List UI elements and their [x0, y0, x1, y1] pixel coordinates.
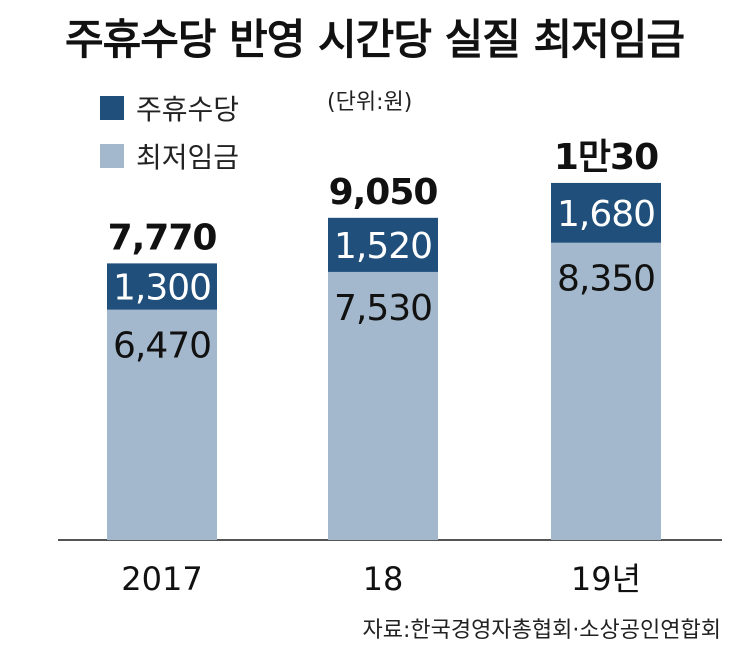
- bar-minimum-wage: [551, 242, 661, 541]
- x-tick-label: 2017: [121, 560, 202, 598]
- unit-note: (단위:원): [327, 90, 413, 115]
- data-label-weekly-allowance: 1,520: [334, 226, 432, 267]
- data-label-minimum-wage: 7,530: [334, 288, 432, 329]
- legend-swatch-minimum-wage: [100, 144, 124, 168]
- bar-weekly-allowance: [328, 217, 438, 272]
- data-label-weekly-allowance: 1,300: [113, 268, 211, 309]
- legend-item-minimum-wage: 최저임금: [100, 132, 239, 180]
- legend-swatch-weekly-allowance: [100, 96, 124, 120]
- legend-label-minimum-wage: 최저임금: [136, 141, 240, 174]
- x-tick-label: 18: [363, 560, 404, 598]
- legend-label-weekly-allowance: 주휴수당: [136, 93, 240, 126]
- bar-weekly-allowance: [107, 263, 217, 310]
- bar-minimum-wage: [328, 271, 438, 540]
- data-label-minimum-wage: 6,470: [113, 326, 211, 367]
- legend-item-weekly-allowance: 주휴수당: [100, 84, 239, 132]
- data-label-total: 1만30: [554, 137, 658, 178]
- x-tick-label: 19년: [571, 560, 641, 598]
- data-label-total: 9,050: [329, 172, 438, 213]
- data-label-weekly-allowance: 1,680: [557, 194, 655, 235]
- bar-weekly-allowance: [551, 182, 661, 243]
- source-note: 자료:한국경영자총협회·소상공인연합회: [362, 618, 722, 643]
- bar-minimum-wage: [107, 309, 217, 540]
- data-label-minimum-wage: 8,350: [557, 259, 655, 300]
- data-label-total: 7,770: [108, 217, 217, 258]
- chart-title: 주휴수당 반영 시간당 실질 최저임금: [64, 15, 685, 64]
- legend: 주휴수당 최저임금: [100, 84, 239, 180]
